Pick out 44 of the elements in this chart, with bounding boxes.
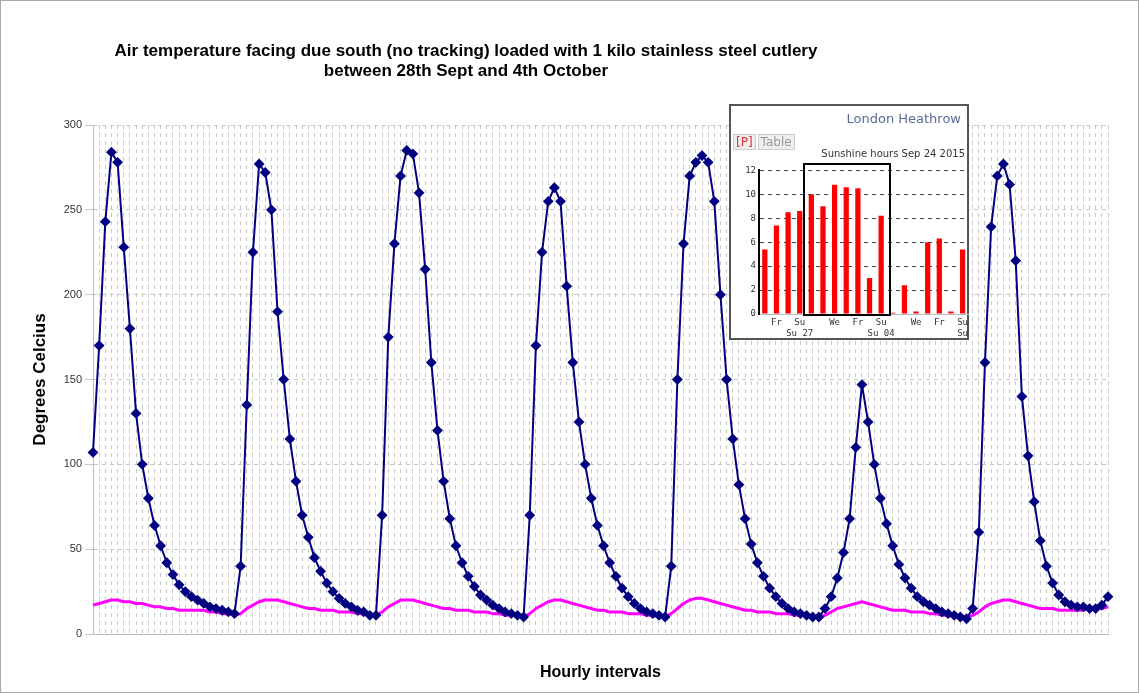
bar (797, 211, 803, 314)
y-tick-label: 50 (69, 542, 82, 555)
y-tick-label: 4 (750, 260, 756, 271)
bar (808, 194, 814, 314)
x-tick-label: Su Su 27 (786, 316, 814, 338)
bar (901, 285, 908, 314)
y-tick-label: 12 (745, 164, 756, 175)
x-tick-label: Su Su 04 (867, 316, 895, 338)
y-tick-label: 200 (63, 287, 82, 300)
x-tick-label: We (910, 316, 922, 327)
y-tick-label: 0 (75, 627, 82, 640)
chart-title: London Heathrow (846, 111, 961, 126)
x-tick-label: Fr (852, 316, 864, 327)
bar (762, 249, 768, 314)
x-axis-title: Hourly intervals (540, 662, 662, 680)
y-axis-title: Degrees Celcius (29, 313, 49, 446)
annotation: Table (757, 134, 795, 150)
y-tick-label: 8 (750, 212, 756, 223)
bar (925, 242, 931, 314)
x-tick-label: Fr (771, 316, 783, 327)
bar (959, 249, 966, 314)
x-tick-label: Su Su (957, 316, 968, 338)
y-tick-label: 6 (750, 236, 756, 247)
chart-subtitle: Sunshine hours Sep 24 2015 (821, 148, 965, 159)
x-tick-label: We (829, 316, 841, 327)
y-tick-label: 100 (63, 457, 82, 470)
y-tick-label: 300 (63, 118, 82, 131)
y-tick-label: 0 (750, 308, 756, 319)
bar (785, 212, 791, 314)
bar (866, 278, 873, 314)
bar (855, 188, 861, 314)
bar (832, 184, 838, 314)
chart-title: Air temperature facing due south (no tracking) loaded with 1 kilo stainless steel cutlery between 28th Sept and 4th October (113, 41, 819, 81)
bar (773, 225, 780, 314)
x-tick-label: Fr (933, 316, 946, 327)
bar (936, 238, 942, 314)
annotation: [P] (733, 134, 756, 150)
y-tick-label: 250 (63, 202, 82, 215)
bar (878, 215, 884, 314)
bar (843, 187, 849, 314)
bar (820, 206, 826, 314)
y-tick-label: 150 (63, 372, 82, 385)
y-tick-label: 10 (745, 188, 756, 199)
y-tick-label: 2 (750, 284, 756, 295)
